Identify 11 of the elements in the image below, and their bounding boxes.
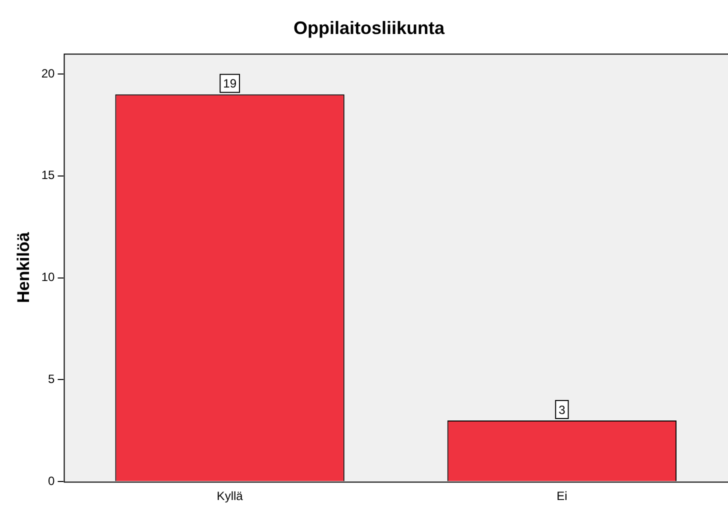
y-tick-label: 15 (41, 168, 56, 182)
data-label: 19 (223, 76, 237, 91)
data-label: 3 (558, 402, 566, 417)
y-tick-label: 0 (48, 474, 56, 488)
y-tick-label: 5 (48, 372, 56, 386)
x-tick-label: Ei (556, 489, 568, 504)
chart-title: Oppilaitosliikunta (293, 18, 446, 38)
y-tick-label: 10 (41, 270, 56, 284)
x-tick-label: Kyllä (216, 489, 244, 504)
y-tick-label: 20 (41, 66, 56, 80)
y-axis-title: Henkilöä (14, 232, 33, 304)
